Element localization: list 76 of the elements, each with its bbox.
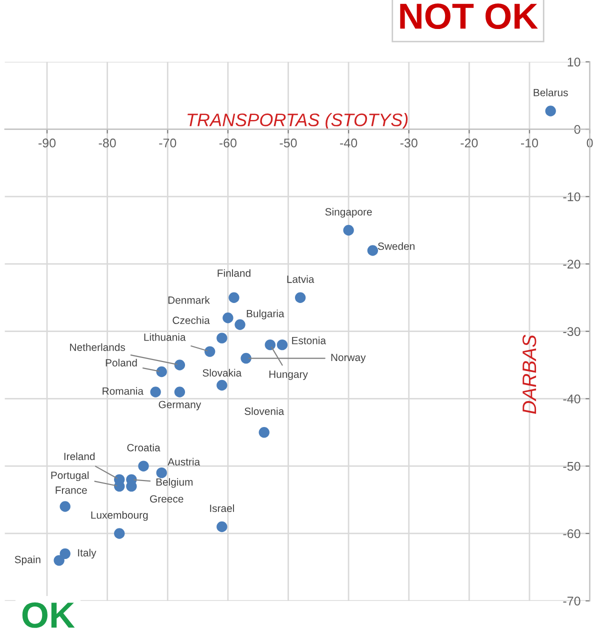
series-label: Belgium [156, 478, 193, 488]
series-label: Italy [78, 548, 96, 559]
point [234, 319, 246, 330]
series-label: Singapore [325, 208, 372, 218]
series-label: Belarus [534, 88, 568, 96]
x-tick-label: -30 [400, 138, 418, 148]
x-tick-label: -40 [340, 138, 358, 148]
text: Portugal [51, 471, 89, 482]
point [222, 312, 234, 324]
point [216, 332, 228, 344]
series-label: Croatia [127, 444, 160, 452]
series-label: Bulgaria [246, 310, 284, 320]
series-label: Sweden [378, 242, 414, 250]
y-tick-label: -60 [563, 529, 580, 538]
x-tick-label: 0 [586, 138, 593, 148]
x-tick-label: -10 [521, 138, 538, 148]
point [156, 467, 167, 478]
text: Norway [331, 354, 366, 364]
y-tick-label: -70 [563, 596, 580, 606]
point [216, 380, 228, 391]
point [114, 528, 125, 539]
series-label: Finland [218, 269, 250, 277]
point [54, 555, 64, 566]
y-tick-label: -50 [563, 462, 580, 471]
x-tick-label: -50 [280, 138, 297, 148]
x-axis-title: TRANSPORTAS (STOTYS) [188, 113, 408, 130]
text: OK [22, 602, 75, 628]
y-axis-title: DARBAS [522, 334, 536, 414]
y-tick-label: -20 [563, 260, 580, 269]
point [240, 352, 252, 364]
series-label: Slovenia [244, 407, 284, 415]
x-tick-label: -20 [460, 138, 478, 148]
text: Hungary [269, 370, 308, 380]
series-label: Luxembourg [91, 511, 148, 521]
point [545, 106, 556, 116]
y-tick-label: 10 [568, 58, 580, 66]
text: Netherlands [70, 343, 126, 351]
y-tick-label: -40 [563, 394, 580, 404]
point [204, 346, 216, 357]
point [343, 224, 354, 236]
text: Lithuania [144, 333, 186, 341]
y-tick-label: -10 [563, 192, 580, 202]
series-label: Romania [102, 387, 144, 395]
point [174, 360, 186, 370]
text: NOT OK [400, 3, 538, 30]
series-label: Austria [168, 458, 200, 466]
series-label: Spain [14, 556, 40, 566]
series-label: Germany [158, 400, 202, 410]
point [258, 427, 270, 438]
series-label: Czechia [172, 316, 210, 324]
series-label: Denmark [168, 296, 210, 304]
x-tick-label: -90 [38, 138, 56, 148]
point [264, 339, 276, 350]
series-label: Estonia [292, 336, 326, 344]
series-label: Slovakia [202, 368, 242, 377]
x-tick-label: -80 [98, 138, 116, 148]
x-tick-label: -60 [219, 138, 236, 148]
series-label: Latvia [287, 275, 314, 283]
series-label: Poland [106, 358, 137, 366]
series-label: Greece [150, 495, 184, 503]
point [294, 292, 306, 303]
point [367, 245, 378, 256]
point [228, 292, 240, 303]
point [276, 339, 288, 350]
series-label: France [56, 486, 87, 494]
series-label: Israel [210, 504, 234, 512]
point [60, 548, 70, 560]
x-tick-label: -70 [159, 138, 176, 148]
point [156, 366, 167, 378]
point [174, 386, 186, 398]
text: Ireland [64, 452, 95, 460]
point [150, 386, 161, 398]
point [138, 460, 149, 472]
point [216, 521, 228, 532]
y-tick-label: -30 [563, 327, 580, 336]
point [60, 501, 70, 512]
